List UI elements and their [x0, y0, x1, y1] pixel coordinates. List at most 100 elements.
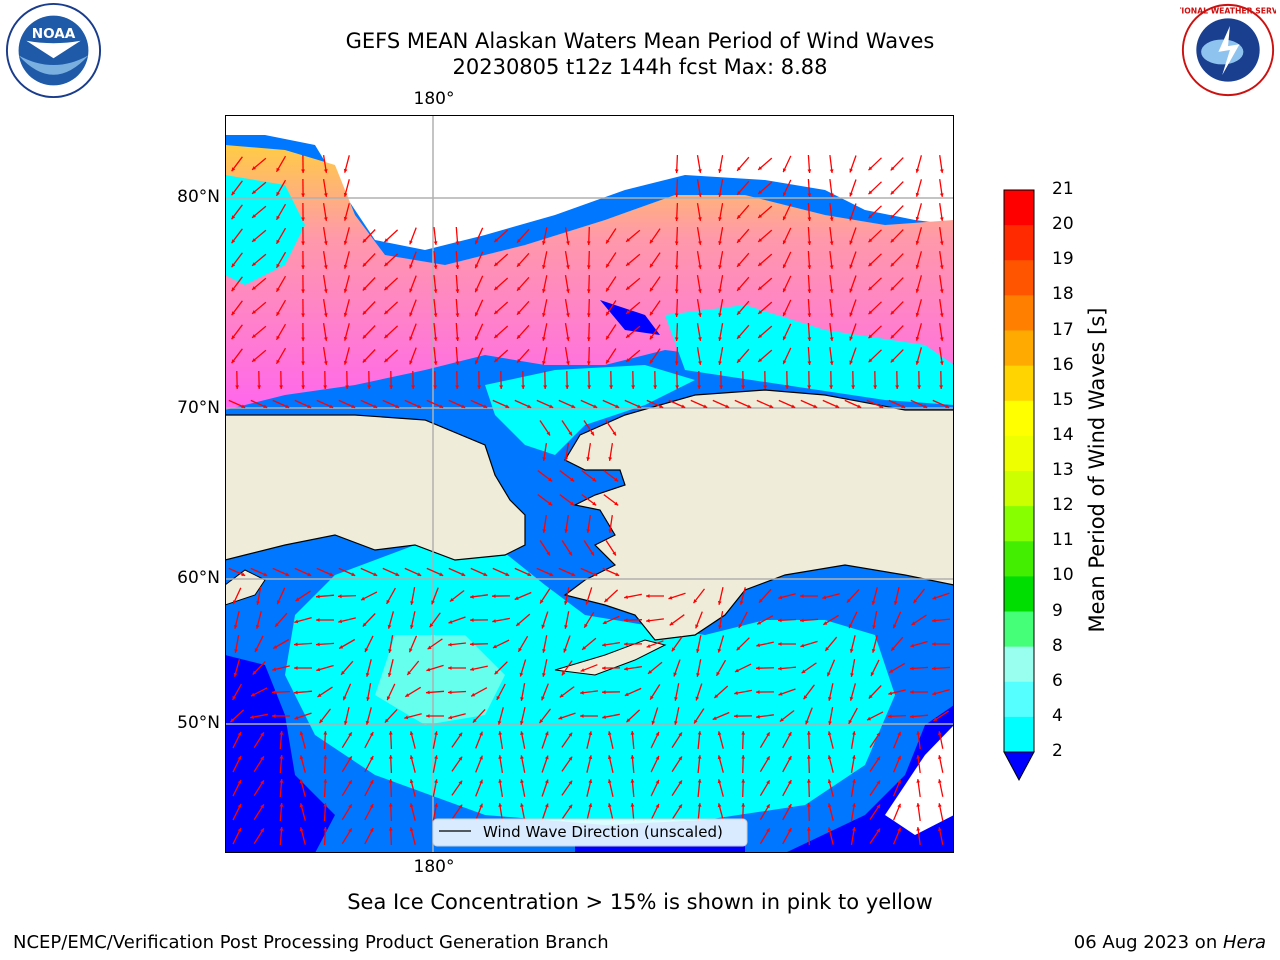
wind-wave-arrowhead [717, 755, 722, 760]
wind-wave-arrowhead [588, 731, 593, 736]
wind-wave-arrowhead [714, 694, 719, 698]
wind-wave-arrowhead [279, 755, 284, 759]
wind-wave-arrowhead [470, 618, 474, 622]
colorbar-segment [1004, 716, 1034, 753]
wind-wave-arrowhead [615, 404, 620, 408]
wind-wave-arrowhead [737, 310, 741, 315]
wind-wave-arrowhead [916, 803, 921, 807]
colorbar-tick-label: 16 [1052, 354, 1074, 375]
wind-wave-arrowhead [805, 720, 809, 725]
wind-wave-arrowhead [407, 671, 411, 675]
chart-subtitle: 20230805 t12z 144h fcst Max: 8.88 [452, 55, 828, 79]
wind-wave-legend: Wind Wave Direction (unscaled) [432, 818, 748, 847]
wind-wave-arrowhead [231, 311, 236, 316]
wind-wave-arrowhead [939, 313, 944, 317]
wind-wave-arrowhead [626, 718, 631, 723]
wind-wave-arrowhead [606, 239, 610, 244]
wind-wave-arrowhead [542, 673, 546, 677]
wind-wave-arrowhead [455, 385, 460, 389]
wind-wave-arrowhead [800, 594, 804, 598]
colorbar-tick-label: 2 [1052, 741, 1063, 761]
wind-wave-arrowhead [520, 779, 524, 783]
wind-wave-arrowhead [806, 755, 811, 759]
wind-wave-arrowhead [910, 666, 914, 671]
wind-wave-arrowhead [694, 719, 698, 724]
wind-wave-arrowhead [756, 690, 760, 694]
wind-wave-arrowhead [697, 731, 702, 735]
wind-wave-arrowhead [411, 385, 416, 389]
wind-wave-arrowhead [655, 731, 660, 736]
wind-wave-arrowhead [564, 601, 568, 605]
wind-wave-arrowhead [782, 360, 787, 365]
wind-wave-arrowhead [323, 289, 328, 293]
wind-wave-arrowhead [494, 670, 499, 675]
wind-wave-arrowhead [718, 313, 722, 317]
wind-wave-arrowhead [519, 720, 524, 725]
wind-wave-arrowhead [570, 477, 575, 482]
wind-wave-arrowhead [260, 780, 264, 785]
wind-wave-arrowhead [766, 732, 770, 737]
wind-wave-arrowhead [544, 779, 549, 784]
wind-wave-arrowhead [494, 262, 499, 266]
wind-wave-arrowhead [807, 361, 812, 365]
wind-wave-arrowhead [766, 780, 770, 785]
wind-wave-arrowhead [649, 359, 654, 364]
wind-wave-arrowhead [590, 551, 594, 556]
wind-wave-arrowhead [498, 803, 503, 807]
wind-wave-arrowhead [586, 289, 591, 293]
wind-wave-arrowhead [498, 731, 503, 735]
wind-wave-arrowhead [470, 642, 474, 647]
wind-wave-arrowhead [737, 262, 741, 267]
wind-wave-arrowhead [519, 672, 524, 677]
wind-wave-arrowhead [674, 193, 679, 197]
wind-wave-arrowhead [915, 360, 920, 365]
wind-wave-arrowhead [698, 265, 702, 269]
wind-wave-arrowhead [848, 624, 853, 629]
wind-wave-arrowhead [568, 431, 572, 436]
wind-wave-arrowhead [384, 238, 389, 243]
wind-wave-arrowhead [388, 779, 393, 783]
wind-wave-arrowhead [426, 714, 430, 718]
cyan-patch-nw [225, 175, 305, 285]
wind-wave-arrowhead [829, 313, 834, 317]
wind-wave-arrowhead [471, 692, 476, 697]
wind-wave-arrowhead [566, 337, 570, 341]
wind-wave-arrowhead [429, 623, 434, 628]
wind-wave-arrowhead [233, 624, 238, 629]
wind-wave-arrowhead [561, 671, 566, 676]
wind-wave-arrowhead [252, 238, 256, 242]
wind-wave-arrowhead [263, 404, 268, 408]
wind-wave-arrowhead [568, 732, 573, 737]
footer-date-text: 06 Aug 2023 on [1073, 932, 1223, 953]
wind-wave-arrowhead [479, 803, 483, 808]
wind-wave-arrowhead [343, 192, 348, 197]
wind-wave-arrowhead [301, 193, 305, 197]
wind-wave-arrowhead [409, 336, 413, 341]
wind-wave-arrowhead [876, 732, 880, 737]
wind-wave-arrowhead [890, 310, 895, 315]
wind-wave-arrowhead [316, 642, 320, 647]
wind-wave-arrowhead [890, 214, 895, 219]
wind-wave-arrowhead [276, 239, 280, 244]
wind-wave-arrowhead [607, 803, 612, 808]
wind-wave-arrowhead [409, 312, 413, 317]
wind-wave-arrowhead [910, 714, 914, 719]
colorbar-tick-label: 13 [1052, 460, 1074, 480]
wind-wave-arrowhead [231, 335, 236, 340]
wind-wave-arrowhead [915, 168, 920, 173]
wind-wave-arrowhead [650, 695, 654, 700]
wind-wave-arrowhead [637, 404, 642, 408]
wind-wave-arrowhead [294, 619, 299, 624]
wind-wave-arrowhead [387, 672, 392, 677]
wind-wave-arrowhead [388, 755, 393, 759]
wind-wave-arrowhead [230, 718, 235, 723]
wind-wave-arrowhead [542, 289, 546, 293]
wind-wave-arrowhead [674, 217, 679, 221]
wind-wave-arrowhead [252, 286, 256, 290]
wind-wave-arrowhead [323, 217, 328, 221]
wind-wave-arrowhead [590, 431, 594, 436]
colorbar-tick-label: 21 [1052, 179, 1074, 199]
wind-wave-arrowhead [868, 310, 873, 315]
wind-wave-arrowhead [849, 288, 853, 293]
wind-wave-arrowhead [458, 756, 463, 761]
